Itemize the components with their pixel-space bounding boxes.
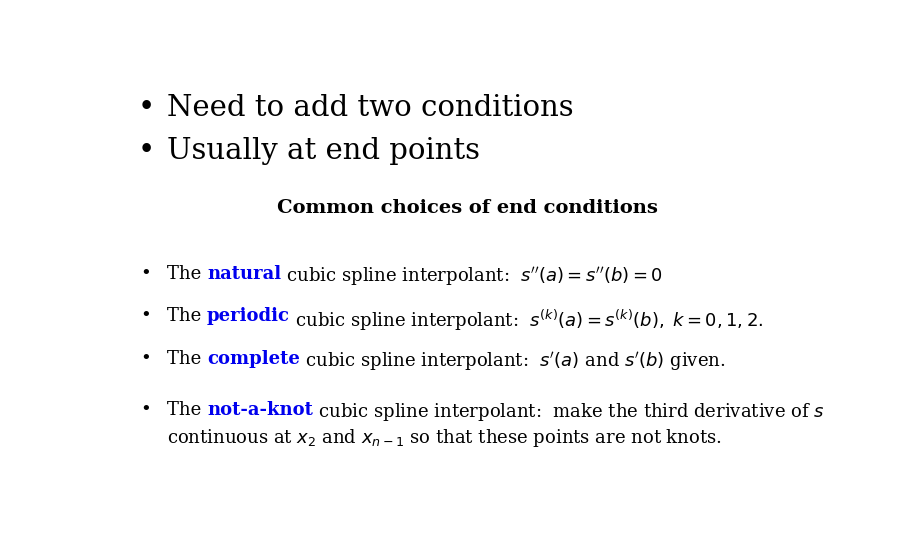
Text: •: • [140, 307, 151, 326]
Text: cubic spline interpolant:  make the third derivative of $s$: cubic spline interpolant: make the third… [312, 401, 824, 423]
Text: The: The [167, 401, 207, 419]
Text: •: • [137, 94, 154, 122]
Text: periodic: periodic [207, 307, 290, 326]
Text: Need to add two conditions: Need to add two conditions [167, 94, 573, 122]
Text: cubic spline interpolant:  $s''(a) = s''(b) = 0$: cubic spline interpolant: $s''(a) = s''(… [281, 265, 662, 288]
Text: cubic spline interpolant:  $s'(a)$ and $s'(b)$ given.: cubic spline interpolant: $s'(a)$ and $s… [300, 350, 724, 373]
Text: Usually at end points: Usually at end points [167, 137, 479, 165]
Text: not-a-knot: not-a-knot [207, 401, 312, 419]
Text: Common choices of end conditions: Common choices of end conditions [277, 199, 657, 217]
Text: •: • [140, 265, 151, 283]
Text: complete: complete [207, 350, 300, 368]
Text: •: • [140, 350, 151, 368]
Text: The: The [167, 350, 207, 368]
Text: •: • [140, 401, 151, 419]
Text: •: • [137, 137, 154, 165]
Text: The: The [167, 307, 207, 326]
Text: natural: natural [207, 265, 281, 283]
Text: The: The [167, 265, 207, 283]
Text: cubic spline interpolant:  $s^{(k)}(a) = s^{(k)}(b),\; k = 0, 1, 2.$: cubic spline interpolant: $s^{(k)}(a) = … [290, 307, 763, 333]
Text: continuous at $x_2$ and $x_{n-1}$ so that these points are not knots.: continuous at $x_2$ and $x_{n-1}$ so tha… [167, 427, 722, 449]
